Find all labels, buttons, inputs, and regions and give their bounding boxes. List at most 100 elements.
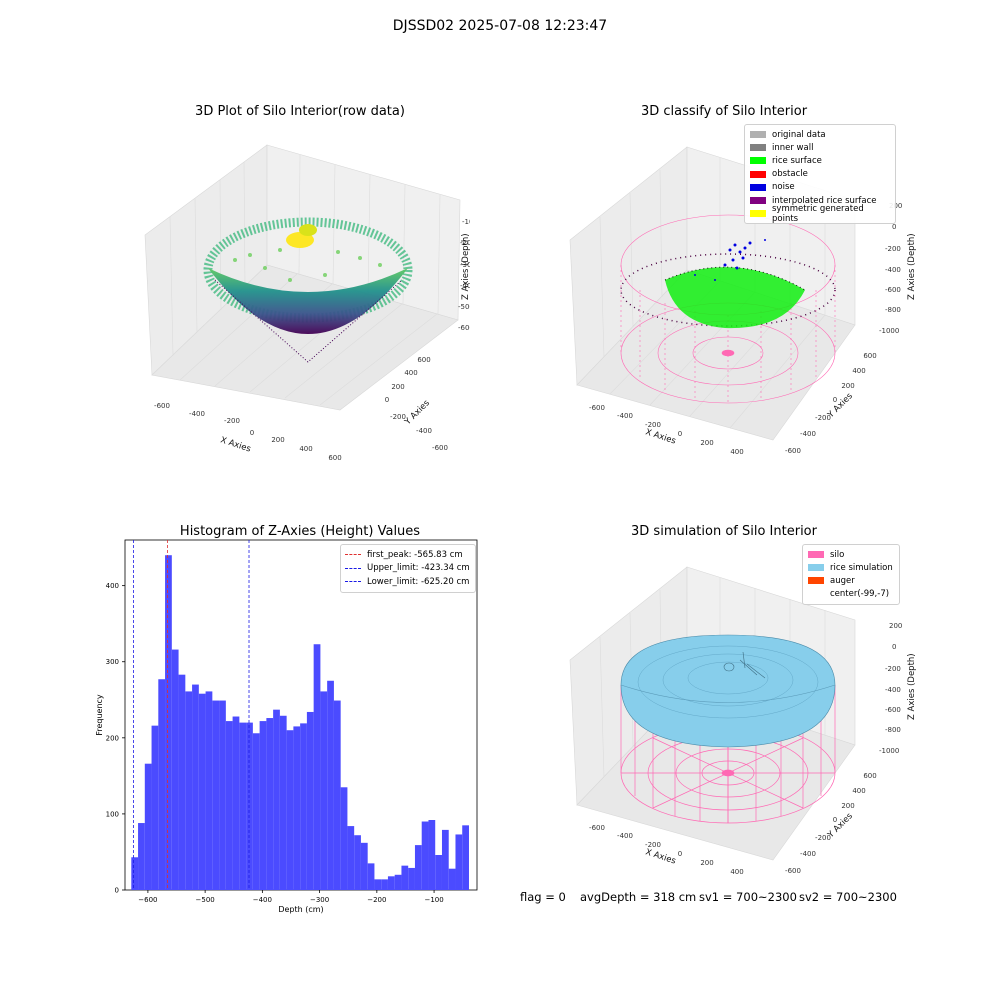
p1-ztick: -300 bbox=[460, 261, 470, 269]
hist-bar bbox=[192, 684, 199, 890]
hist-bar bbox=[448, 868, 456, 890]
hist-bar bbox=[165, 555, 172, 890]
p2-ztick: -200 bbox=[885, 245, 901, 253]
p2-ytick: 200 bbox=[841, 382, 854, 390]
panel3-legend: first_peak: -565.83 cm Upper_limit: -423… bbox=[340, 544, 476, 593]
legend-swatch bbox=[750, 210, 766, 218]
hist-bar bbox=[313, 644, 321, 890]
legend-item: rice simulation bbox=[808, 561, 894, 574]
hist-bar bbox=[387, 876, 395, 890]
legend-swatch bbox=[808, 591, 824, 598]
hist-bar bbox=[205, 691, 213, 890]
p1-xlabel: X Axies bbox=[219, 435, 252, 454]
hist-bar bbox=[212, 700, 220, 890]
p1-ytick: 200 bbox=[391, 383, 404, 391]
panel1-point-cloud bbox=[203, 217, 413, 363]
hist-yticks: 0 100 200 300 400 bbox=[106, 582, 125, 895]
panel1-axes-box bbox=[144, 144, 461, 411]
hist-xlabel: Depth (cm) bbox=[278, 905, 323, 914]
p2-ytick: 0 bbox=[833, 396, 837, 404]
legend-swatch bbox=[808, 577, 824, 585]
p1-ytick: -400 bbox=[416, 427, 432, 435]
hist-bar bbox=[158, 679, 166, 890]
p2-ztick: -600 bbox=[885, 286, 901, 294]
p4-xtick: -200 bbox=[645, 841, 661, 849]
panel4-silo-wireframe bbox=[620, 685, 836, 824]
hist-xtick-label: −500 bbox=[196, 896, 215, 904]
hist-bar bbox=[144, 763, 152, 890]
hist-bar bbox=[138, 823, 145, 890]
hist-bar bbox=[340, 787, 348, 890]
legend-swatch bbox=[750, 170, 766, 178]
hist-bar bbox=[455, 834, 463, 890]
legend-item: silo bbox=[808, 548, 894, 561]
panel4-legend: silo rice simulation auger center(-99,-7… bbox=[802, 544, 900, 605]
legend-item: inner wall bbox=[750, 141, 890, 154]
hist-xtick-label: −200 bbox=[367, 896, 386, 904]
hist-bar bbox=[347, 826, 355, 890]
hist-bar bbox=[360, 842, 368, 890]
legend-label: center(-99,-7) bbox=[830, 589, 890, 600]
hist-bar bbox=[185, 691, 193, 890]
legend-item: original data bbox=[750, 128, 890, 141]
panel2-classified-points bbox=[620, 239, 836, 329]
panel4-tick-labels: -600 -400 -200 0 200 400 -600 -400 -200 … bbox=[589, 622, 902, 876]
hist-xtick-label: −400 bbox=[253, 896, 272, 904]
p2-ytick: 400 bbox=[852, 367, 865, 375]
p1-ytick: 0 bbox=[385, 396, 389, 404]
p1-ztick: -500 bbox=[458, 303, 470, 311]
panel2-3d-plot: -600 -400 -200 0 200 400 -600 -400 -200 … bbox=[569, 146, 917, 456]
p1-ylabel: Y Axies bbox=[402, 398, 432, 428]
legend-label: Lower_limit: -625.20 cm bbox=[367, 576, 470, 587]
hist-ytick-label: 400 bbox=[106, 582, 119, 590]
panel1-tick-labels: -600 -400 -200 0 200 400 600 -600 -400 -… bbox=[154, 218, 470, 462]
legend-label: first_peak: -565.83 cm bbox=[367, 549, 463, 560]
footer-sv2: sv2 = 700~2300 bbox=[799, 890, 897, 904]
legend-swatch bbox=[750, 157, 766, 165]
footer-sv1: sv1 = 700~2300 bbox=[699, 890, 797, 904]
p2-xtick: 200 bbox=[700, 439, 713, 447]
p4-xtick: 0 bbox=[678, 850, 682, 858]
legend-label: auger bbox=[830, 575, 855, 586]
p4-xtick: -400 bbox=[617, 832, 633, 840]
hist-bar bbox=[408, 867, 415, 890]
hist-bar bbox=[441, 829, 449, 890]
hist-bar bbox=[259, 721, 267, 890]
hist-bar bbox=[381, 879, 388, 890]
panel2-title: 3D classify of Silo Interior bbox=[640, 104, 808, 119]
p1-xtick: 200 bbox=[271, 436, 284, 444]
hist-bar bbox=[421, 821, 429, 890]
legend-swatch bbox=[750, 183, 766, 191]
hist-xticks: −600 −500 −400 −300 −200 −100 bbox=[138, 890, 444, 904]
p4-ytick: 0 bbox=[833, 816, 837, 824]
panel1-3d-plot: -600 -400 -200 0 200 400 600 -600 -400 -… bbox=[144, 144, 470, 462]
legend-item: Upper_limit: -423.34 cm bbox=[345, 562, 471, 576]
p1-ytick: -600 bbox=[432, 444, 448, 452]
p2-zlabel: Z Axies (Depth) bbox=[907, 233, 917, 300]
p2-xlabel: X Axies bbox=[644, 427, 677, 446]
hist-bar bbox=[273, 709, 280, 890]
p4-ztick: 0 bbox=[892, 643, 896, 651]
legend-item: center(-99,-7) bbox=[808, 588, 894, 601]
panel4-rice-surface bbox=[620, 634, 836, 748]
hist-bar bbox=[354, 835, 361, 890]
p4-ytick: -600 bbox=[785, 867, 801, 875]
legend-item: noise bbox=[750, 181, 890, 194]
p2-ztick: -400 bbox=[885, 266, 901, 274]
legend-item: interpolated rice surface bbox=[750, 194, 890, 207]
legend-label: obstacle bbox=[772, 169, 808, 180]
hist-bars bbox=[131, 555, 469, 890]
p4-ytick: -400 bbox=[800, 850, 816, 858]
hist-bar bbox=[225, 721, 233, 890]
p1-xtick: 400 bbox=[299, 445, 312, 453]
legend-swatch bbox=[808, 564, 824, 572]
hist-bar bbox=[219, 700, 226, 890]
p4-ztick: -600 bbox=[885, 706, 901, 714]
p4-ytick: 600 bbox=[863, 772, 876, 780]
legend-dash-blue bbox=[345, 567, 361, 569]
hist-bar bbox=[394, 874, 402, 890]
legend-item: rice surface bbox=[750, 154, 890, 167]
legend-item: Lower_limit: -625.20 cm bbox=[345, 575, 471, 589]
panel4-3d-plot: -600 -400 -200 0 200 400 -600 -400 -200 … bbox=[569, 566, 917, 876]
p2-xtick: -600 bbox=[589, 404, 605, 412]
